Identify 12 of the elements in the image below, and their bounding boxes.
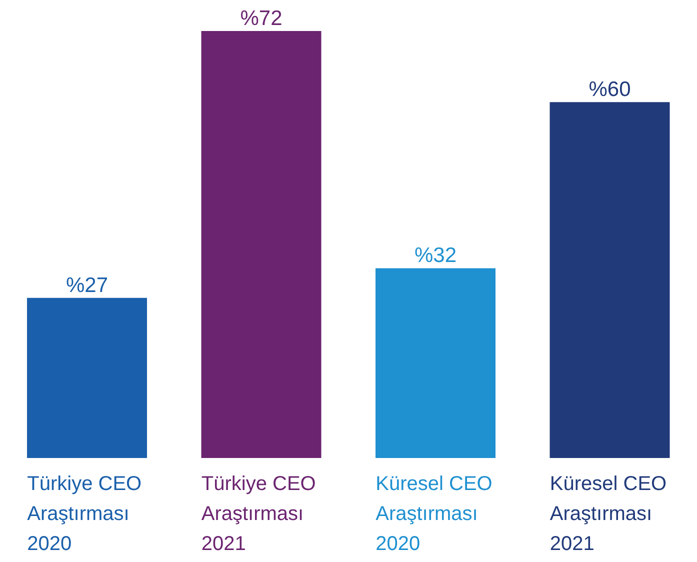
- data-label: %32: [414, 244, 457, 268]
- x-tick-label: Türkiye CEO Araştırması 2021: [201, 473, 316, 555]
- x-tick-label: Türkiye CEO Araştırması 2020: [27, 473, 142, 555]
- data-label: %72: [240, 7, 282, 30]
- data-label: %27: [66, 274, 108, 297]
- bar: [27, 298, 147, 458]
- data-label: %60: [588, 78, 631, 102]
- x-tick-label: Küresel CEO Araştırması 2021: [550, 473, 667, 555]
- bar: [201, 31, 322, 458]
- bar: [376, 268, 496, 458]
- x-tick-label: Küresel CEO Araştırması 2020: [376, 473, 492, 555]
- bar: [550, 102, 670, 458]
